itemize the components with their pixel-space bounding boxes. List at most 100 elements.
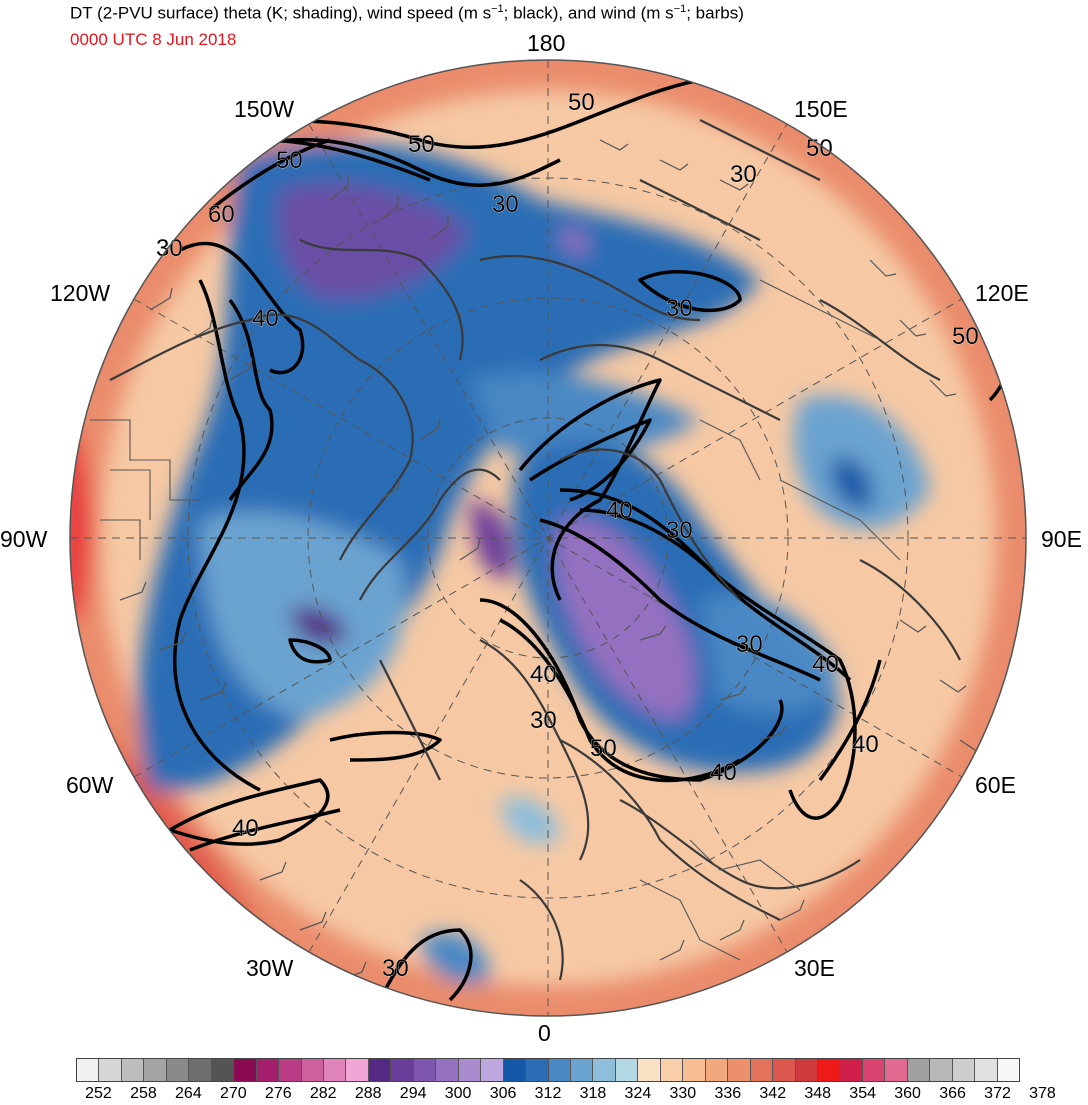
colorbar [76, 1058, 1020, 1082]
lon-label-0: 0 [538, 1020, 551, 1046]
lon-label-120e: 120E [975, 280, 1029, 306]
title-superscript-1: −1 [491, 3, 504, 15]
colorbar-swatch [144, 1059, 167, 1081]
colorbar-tick-label: 276 [264, 1085, 292, 1102]
lon-label-30e: 30E [794, 955, 835, 981]
colorbar-swatch [952, 1059, 976, 1081]
contour-label: 30 [730, 161, 757, 188]
colorbar-swatch [503, 1059, 527, 1081]
colorbar-tick-label: 306 [489, 1085, 517, 1102]
colorbar-swatch [368, 1059, 392, 1081]
colorbar-swatch [211, 1059, 235, 1081]
colorbar-swatch [234, 1059, 257, 1081]
colorbar-tick-label: 354 [849, 1085, 877, 1102]
colorbar-tick-label: 324 [624, 1085, 652, 1102]
contour-label: 50 [806, 135, 833, 162]
valid-time-label: 0000 UTC 8 Jun 2018 [70, 30, 237, 49]
colorbar-swatch [615, 1059, 639, 1081]
colorbar-swatch [121, 1059, 145, 1081]
colorbar-swatch [728, 1059, 751, 1081]
contour-label: 30 [666, 295, 693, 322]
colorbar-swatch [975, 1059, 998, 1081]
colorbar-swatch [279, 1059, 302, 1081]
lon-label-30w: 30W [246, 955, 294, 981]
lon-label-90e: 90E [1041, 526, 1082, 552]
contour-label: 40 [606, 497, 633, 524]
colorbar-swatch [840, 1059, 863, 1081]
colorbar-swatch [548, 1059, 571, 1081]
colorbar-tick-label: 312 [534, 1085, 562, 1102]
colorbar-swatch [638, 1059, 661, 1081]
contour-label: 50 [408, 131, 435, 158]
lon-label-90w: 90W [0, 526, 48, 552]
country-borders [90, 279, 901, 961]
contour-label: 40 [252, 305, 279, 332]
colorbar-swatch [189, 1059, 212, 1081]
contour-label: 50 [952, 323, 979, 350]
colorbar-swatch [795, 1059, 818, 1081]
figure-title: DT (2-PVU surface) theta (K; shading), w… [70, 3, 744, 24]
colorbar-tick-label: 318 [579, 1085, 607, 1102]
theta-shading [70, 60, 1026, 1016]
contour-label: 30 [666, 517, 693, 544]
colorbar-tick-label: 258 [130, 1085, 157, 1102]
contour-label: 40 [530, 661, 557, 688]
coastlines [109, 119, 961, 981]
lon-label-180: 180 [527, 30, 566, 56]
colorbar-tick-label: 348 [804, 1085, 832, 1102]
colorbar-tick-label: 372 [984, 1085, 1011, 1102]
colorbar-swatch [346, 1059, 369, 1081]
colorbar-tick-label: 300 [444, 1085, 472, 1102]
colorbar-swatch [99, 1059, 122, 1081]
colorbar-swatch [705, 1059, 729, 1081]
contour-label: 40 [232, 815, 259, 842]
colorbar-swatch [436, 1059, 459, 1081]
colorbar-swatch [817, 1059, 841, 1081]
colorbar-tick-label: 288 [354, 1085, 382, 1102]
colorbar-tick-label: 264 [175, 1085, 202, 1102]
colorbar-swatch [885, 1059, 908, 1081]
colorbar-swatch [166, 1059, 190, 1081]
contour-label: 50 [590, 735, 617, 762]
lon-label-120w: 120W [50, 280, 111, 306]
title-superscript-2: −1 [673, 3, 687, 15]
contour-label: 30 [530, 707, 557, 734]
colorbar-swatch [750, 1059, 774, 1081]
colorbar-swatch [593, 1059, 616, 1081]
colorbar-swatch [458, 1059, 482, 1081]
colorbar-swatch [256, 1059, 280, 1081]
colorbar-tick-label: 336 [714, 1085, 742, 1102]
contour-label: 40 [812, 651, 839, 678]
lon-label-60e: 60E [975, 772, 1016, 798]
colorbar-swatch [413, 1059, 437, 1081]
graticule [70, 60, 1026, 1016]
lon-label-60w: 60W [66, 772, 114, 798]
colorbar-swatch [301, 1059, 324, 1081]
colorbar-swatch [907, 1059, 931, 1081]
colorbar-tick-label: 282 [309, 1085, 337, 1102]
colorbar-swatch [526, 1059, 549, 1081]
colorbar-tick-label: 360 [894, 1085, 921, 1102]
title-text-2: ; black), and wind (m s [503, 3, 674, 23]
colorbar-swatch [481, 1059, 504, 1081]
contour-label: 50 [276, 147, 303, 174]
colorbar-tick-label: 294 [399, 1085, 427, 1102]
title-text-3: ; barbs) [686, 3, 744, 23]
colorbar-tick-label: 378 [1029, 1085, 1056, 1102]
colorbar-swatch [997, 1059, 1020, 1081]
map-boundary [69, 59, 1027, 1017]
contour-label: 30 [382, 955, 409, 982]
contour-label: 50 [568, 89, 595, 116]
colorbar-tick-label: 252 [85, 1085, 112, 1102]
colorbar-swatch [773, 1059, 796, 1081]
lon-label-150e: 150E [794, 96, 848, 122]
colorbar-tick-label: 366 [939, 1085, 966, 1102]
colorbar-tick-label: 342 [759, 1085, 787, 1102]
colorbar-swatch [862, 1059, 886, 1081]
colorbar-swatch [323, 1059, 347, 1081]
colorbar-swatch [660, 1059, 684, 1081]
contour-label: 30 [492, 191, 519, 218]
colorbar-swatch [930, 1059, 953, 1081]
colorbar-tick-label: 330 [669, 1085, 697, 1102]
colorbar-swatch [77, 1059, 100, 1081]
